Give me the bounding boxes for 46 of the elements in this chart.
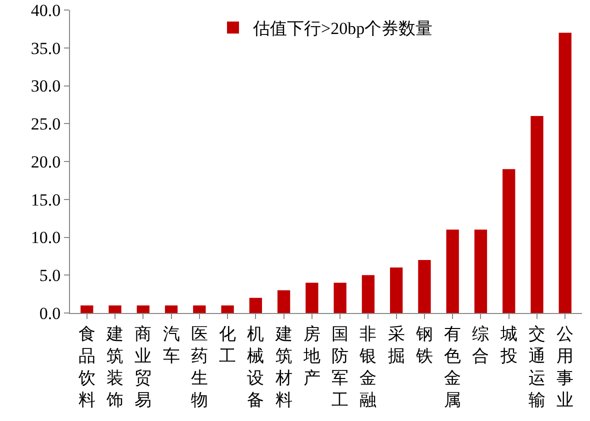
- bar: [446, 230, 459, 313]
- y-tick-label: 15.0: [30, 190, 61, 210]
- y-tick-label: 30.0: [30, 76, 61, 96]
- x-tick-label: 有色金属: [444, 324, 462, 410]
- y-tick-label: 25.0: [30, 114, 61, 134]
- bar: [474, 230, 488, 313]
- y-tick-label: 10.0: [30, 228, 61, 248]
- x-tick-label: 建筑装饰: [106, 324, 124, 410]
- x-tick-label: 建筑材料: [274, 324, 292, 410]
- bar: [306, 282, 318, 313]
- legend-label: 估值下行>20bp个券数量: [252, 19, 433, 38]
- y-tick-label: 20.0: [30, 152, 61, 172]
- bar: [362, 275, 375, 313]
- bar: [277, 290, 290, 313]
- y-tick-label: 5.0: [39, 266, 61, 286]
- bar: [418, 260, 431, 313]
- y-tick-label: 35.0: [30, 38, 61, 58]
- bar: [334, 282, 346, 313]
- bar: [193, 305, 206, 313]
- y-tick-label: 0.0: [39, 304, 61, 323]
- bar: [164, 305, 178, 313]
- bar: [558, 32, 572, 313]
- x-tick-label: 综合: [472, 324, 490, 366]
- x-tick-label: 汽车: [162, 324, 180, 366]
- bar: [502, 169, 516, 313]
- bar: [249, 298, 262, 313]
- x-tick-label: 医药生物: [190, 324, 208, 410]
- bar: [136, 305, 150, 313]
- x-tick-label: 非银金融: [358, 324, 377, 410]
- x-tick-label: 钢铁: [414, 324, 433, 366]
- bar: [530, 116, 544, 313]
- bar: [221, 305, 234, 313]
- x-tick-label: 商业贸易: [134, 324, 152, 410]
- y-tick-label: 40.0: [30, 0, 61, 20]
- x-tick-label: 城投: [499, 324, 518, 366]
- x-tick-label: 房地产: [302, 324, 320, 388]
- x-tick-label: 采掘: [388, 324, 405, 366]
- x-tick-label: 化工: [219, 324, 236, 366]
- x-tick-label: 公用事业: [556, 324, 574, 410]
- bar: [108, 305, 122, 313]
- bar: [390, 268, 403, 313]
- x-tick-label: 机械设备: [247, 324, 264, 410]
- x-tick-label: 国防军工: [332, 324, 349, 410]
- bar: [80, 305, 94, 313]
- x-tick-label: 交通运输: [528, 324, 546, 410]
- x-tick-label: 食品饮料: [77, 324, 96, 410]
